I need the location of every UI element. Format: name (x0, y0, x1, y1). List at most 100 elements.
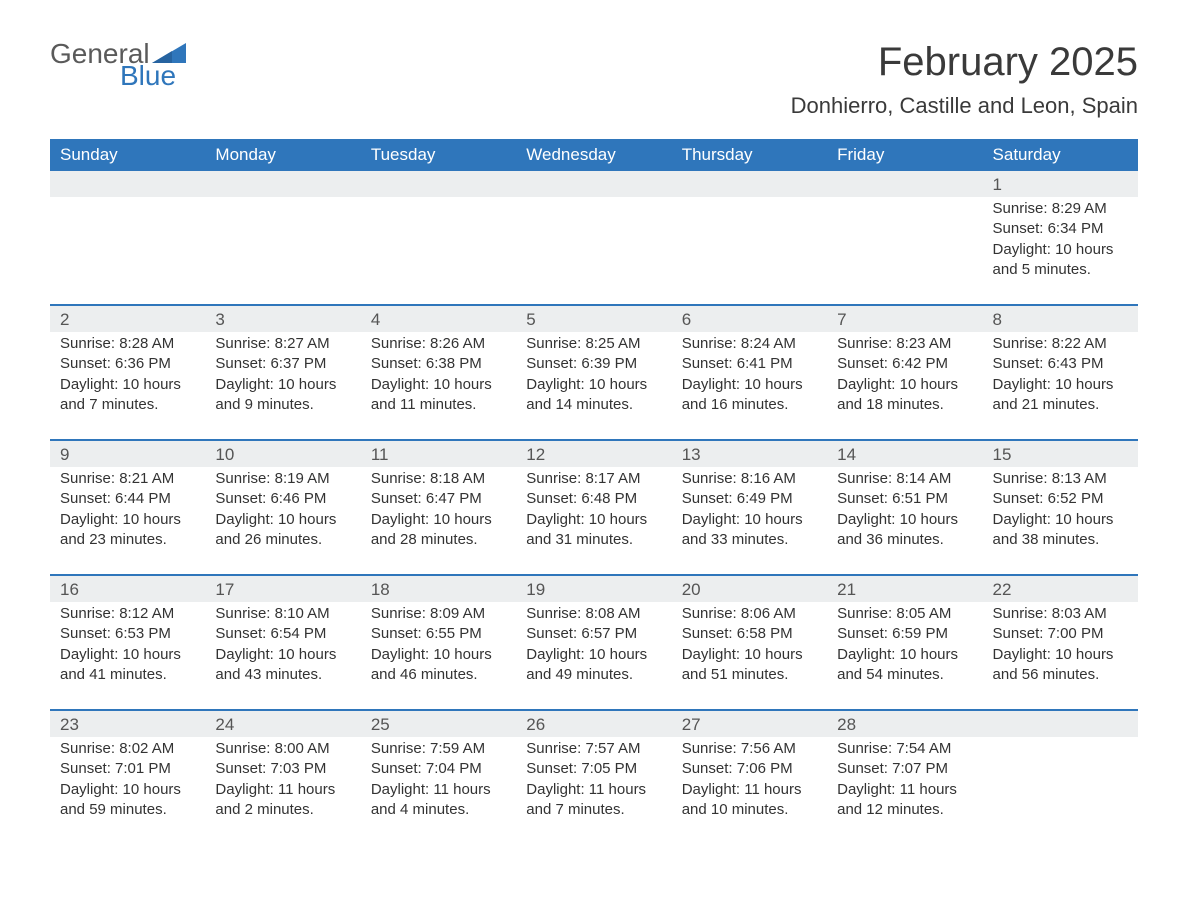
day-daylight-line: Daylight: 10 hours and 49 minutes. (526, 645, 661, 686)
day-daylight-line: Daylight: 11 hours and 2 minutes. (215, 780, 350, 821)
day-cell: Sunrise: 7:57 AMSunset: 7:05 PMDaylight:… (516, 737, 671, 844)
daylight-label: Daylight: (837, 781, 895, 798)
day-sunset-line: Sunset: 6:53 PM (60, 624, 195, 644)
day-number-cell: 10 (205, 441, 360, 467)
sunrise-value: 7:59 AM (430, 740, 485, 757)
sunset-value: 6:49 PM (737, 490, 793, 507)
brand-logo: General Blue (50, 40, 186, 90)
day-cell: Sunrise: 8:08 AMSunset: 6:57 PMDaylight:… (516, 602, 671, 710)
day-number-cell: 18 (361, 576, 516, 602)
daylight-label: Daylight: (837, 646, 895, 663)
day-sunset-line: Sunset: 6:48 PM (526, 489, 661, 509)
sunrise-label: Sunrise: (526, 605, 581, 622)
day-sunset-line: Sunset: 7:03 PM (215, 759, 350, 779)
day-sunset-line: Sunset: 6:46 PM (215, 489, 350, 509)
day-number-cell: 19 (516, 576, 671, 602)
day-cell: Sunrise: 8:09 AMSunset: 6:55 PMDaylight:… (361, 602, 516, 710)
sunrise-value: 8:18 AM (430, 470, 485, 487)
sunrise-label: Sunrise: (215, 470, 270, 487)
sunset-label: Sunset: (993, 625, 1044, 642)
day-sunrise-line: Sunrise: 8:29 AM (993, 199, 1128, 219)
daylight-label: Daylight: (215, 376, 273, 393)
sunset-value: 6:39 PM (581, 355, 637, 372)
sunset-label: Sunset: (682, 625, 733, 642)
day-sunset-line: Sunset: 6:59 PM (837, 624, 972, 644)
sunset-value: 7:05 PM (581, 760, 637, 777)
day-number-cell: 12 (516, 441, 671, 467)
day-sunrise-line: Sunrise: 8:26 AM (371, 334, 506, 354)
day-sunset-line: Sunset: 6:58 PM (682, 624, 817, 644)
day-daylight-line: Daylight: 11 hours and 7 minutes. (526, 780, 661, 821)
daylight-label: Daylight: (215, 781, 273, 798)
day-sunset-line: Sunset: 6:43 PM (993, 354, 1128, 374)
sunset-label: Sunset: (837, 625, 888, 642)
day-sunrise-line: Sunrise: 7:57 AM (526, 739, 661, 759)
sunset-value: 6:54 PM (270, 625, 326, 642)
daylight-label: Daylight: (682, 781, 740, 798)
day-sunset-line: Sunset: 6:39 PM (526, 354, 661, 374)
sunset-label: Sunset: (837, 760, 888, 777)
day-sunset-line: Sunset: 7:06 PM (682, 759, 817, 779)
sunrise-value: 8:23 AM (896, 335, 951, 352)
week-daynum-row: 9101112131415 (50, 441, 1138, 467)
day-sunset-line: Sunset: 6:55 PM (371, 624, 506, 644)
day-sunset-line: Sunset: 7:00 PM (993, 624, 1128, 644)
day-cell: Sunrise: 8:05 AMSunset: 6:59 PMDaylight:… (827, 602, 982, 710)
day-daylight-line: Daylight: 10 hours and 43 minutes. (215, 645, 350, 686)
sunset-label: Sunset: (215, 760, 266, 777)
sunset-value: 6:47 PM (426, 490, 482, 507)
sunrise-value: 8:19 AM (275, 470, 330, 487)
sunrise-label: Sunrise: (526, 470, 581, 487)
week-daynum-row: 232425262728 (50, 711, 1138, 737)
day-cell: Sunrise: 8:25 AMSunset: 6:39 PMDaylight:… (516, 332, 671, 440)
day-cell: Sunrise: 8:19 AMSunset: 6:46 PMDaylight:… (205, 467, 360, 575)
day-number-cell (827, 171, 982, 197)
sunset-label: Sunset: (526, 490, 577, 507)
day-cell (50, 197, 205, 305)
location-text: Donhierro, Castille and Leon, Spain (791, 93, 1138, 119)
day-cell: Sunrise: 7:59 AMSunset: 7:04 PMDaylight:… (361, 737, 516, 844)
day-daylight-line: Daylight: 11 hours and 12 minutes. (837, 780, 972, 821)
daylight-label: Daylight: (60, 781, 118, 798)
sunset-value: 6:43 PM (1048, 355, 1104, 372)
day-sunrise-line: Sunrise: 7:56 AM (682, 739, 817, 759)
daylight-label: Daylight: (993, 646, 1051, 663)
sunrise-label: Sunrise: (682, 605, 737, 622)
daylight-label: Daylight: (60, 511, 118, 528)
weekday-header: Thursday (672, 139, 827, 171)
day-cell: Sunrise: 8:24 AMSunset: 6:41 PMDaylight:… (672, 332, 827, 440)
day-cell: Sunrise: 8:03 AMSunset: 7:00 PMDaylight:… (983, 602, 1138, 710)
day-daylight-line: Daylight: 10 hours and 11 minutes. (371, 375, 506, 416)
sunrise-label: Sunrise: (371, 605, 426, 622)
day-sunrise-line: Sunrise: 8:10 AM (215, 604, 350, 624)
sunset-label: Sunset: (682, 355, 733, 372)
day-cell: Sunrise: 8:16 AMSunset: 6:49 PMDaylight:… (672, 467, 827, 575)
daylight-label: Daylight: (682, 511, 740, 528)
sunset-value: 6:36 PM (115, 355, 171, 372)
sunrise-label: Sunrise: (60, 605, 115, 622)
sunset-value: 6:57 PM (581, 625, 637, 642)
sunrise-value: 8:16 AM (741, 470, 796, 487)
sunset-value: 6:37 PM (270, 355, 326, 372)
day-number-cell: 28 (827, 711, 982, 737)
sunrise-label: Sunrise: (526, 335, 581, 352)
day-number-cell: 11 (361, 441, 516, 467)
day-sunset-line: Sunset: 6:47 PM (371, 489, 506, 509)
sunset-value: 6:42 PM (892, 355, 948, 372)
day-daylight-line: Daylight: 10 hours and 21 minutes. (993, 375, 1128, 416)
daylight-label: Daylight: (371, 376, 429, 393)
sunrise-value: 8:24 AM (741, 335, 796, 352)
sunset-label: Sunset: (837, 355, 888, 372)
day-sunrise-line: Sunrise: 7:59 AM (371, 739, 506, 759)
day-sunrise-line: Sunrise: 8:21 AM (60, 469, 195, 489)
sunrise-value: 8:22 AM (1052, 335, 1107, 352)
daylight-label: Daylight: (60, 376, 118, 393)
sunrise-value: 8:09 AM (430, 605, 485, 622)
sunset-value: 7:04 PM (426, 760, 482, 777)
sunset-value: 6:53 PM (115, 625, 171, 642)
sunset-label: Sunset: (526, 625, 577, 642)
day-number-cell: 8 (983, 306, 1138, 332)
sunrise-label: Sunrise: (215, 335, 270, 352)
day-cell (983, 737, 1138, 844)
day-number-cell (205, 171, 360, 197)
